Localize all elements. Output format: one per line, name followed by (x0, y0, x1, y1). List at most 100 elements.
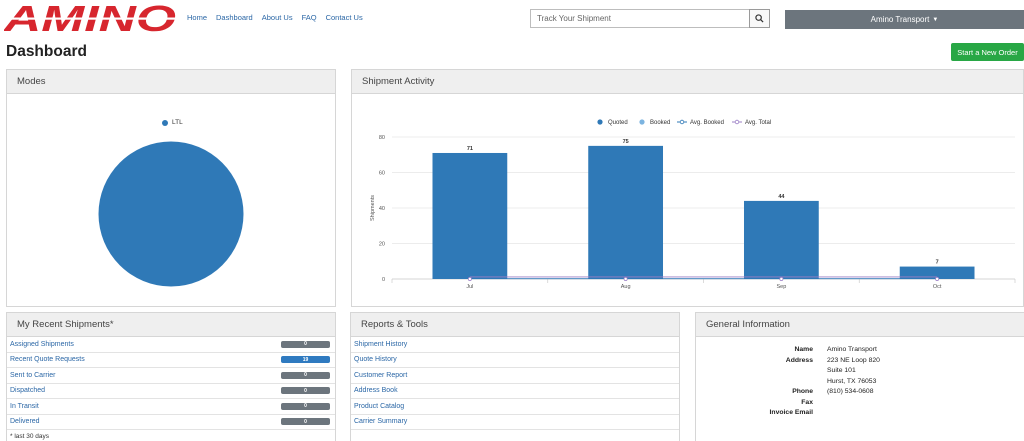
reports-row: Product Catalog (351, 399, 679, 415)
general-info-panel: General Information Name Amino Transport… (695, 312, 1024, 441)
data-label: 44 (778, 194, 785, 200)
shipment-activity-panel: Shipment Activity Quoted Booked Avg. Booke… (351, 69, 1024, 307)
general-info-details: Name Amino Transport Address 223 NE Loop… (696, 345, 1024, 419)
recent-shipments-row: Dispatched 0 (7, 384, 335, 399)
x-tick-label: Sep (776, 284, 786, 290)
y-tick-label: 20 (379, 242, 385, 248)
name-value: Amino Transport (827, 346, 877, 353)
phone-label: Phone (792, 388, 813, 395)
recent-shipments-link[interactable]: Dispatched (10, 387, 46, 395)
report-link[interactable]: Shipment History (354, 340, 408, 348)
avg-point[interactable] (779, 277, 784, 281)
legend-label-2[interactable]: Avg. Booked (690, 120, 724, 126)
report-link[interactable]: Address Book (354, 387, 398, 395)
y-tick-label: 80 (379, 135, 385, 141)
y-axis-label: Shipments (370, 195, 376, 221)
modes-legend-label: LTL (172, 119, 183, 126)
count-badge: 0 (281, 340, 330, 348)
recent-shipments-row: Recent Quote Requests 19 (7, 353, 335, 368)
report-link[interactable]: Quote History (354, 356, 397, 364)
search-icon (755, 14, 764, 23)
count-badge: 0 (281, 371, 330, 379)
phone-value: (810) 534-0608 (827, 388, 874, 395)
modes-panel: Modes LTL (6, 69, 336, 307)
avg-point[interactable] (467, 277, 472, 281)
shipment-activity-title: Shipment Activity (352, 70, 1023, 94)
modes-pie-chart (98, 141, 244, 287)
legend-label-3[interactable]: Avg. Total (745, 120, 771, 126)
legend-marker-2 (679, 119, 685, 125)
legend-label-0[interactable]: Quoted (608, 120, 628, 126)
general-info-title: General Information (696, 313, 1024, 337)
amino-logo[interactable]: AMINO (4, 4, 178, 34)
recent-shipments-row: Assigned Shipments 0 (7, 337, 335, 353)
report-link[interactable]: Product Catalog (354, 402, 405, 410)
reports-tools-panel: Reports & Tools Shipment History Quote Hi… (350, 312, 680, 441)
recent-shipments-link[interactable]: Delivered (10, 418, 40, 426)
bar-quoted-aug[interactable] (588, 145, 664, 279)
account-dropdown[interactable]: Amino Transport ▼ (785, 10, 1024, 29)
shipment-activity-chart: Quoted Booked Avg. Booked Avg. Total 0 20 40 60… (370, 119, 1016, 290)
bar-quoted-oct[interactable] (899, 266, 975, 279)
y-tick-label: 40 (379, 206, 385, 212)
recent-shipments-link[interactable]: In Transit (10, 402, 39, 410)
nav-dashboard[interactable]: Dashboard (216, 13, 253, 22)
nav-home[interactable]: Home (187, 13, 208, 22)
page-title: Dashboard (6, 43, 87, 60)
x-tick-label: Jul (466, 284, 473, 290)
legend-swatch (162, 119, 168, 126)
nav-faq[interactable]: FAQ (301, 13, 317, 22)
count-badge: 0 (281, 387, 330, 395)
avg-point[interactable] (935, 277, 940, 281)
reports-row: Carrier Summary (351, 415, 679, 430)
count-badge: 19 (281, 356, 330, 364)
recent-shipments-link[interactable]: Recent Quote Requests (10, 356, 85, 364)
avg-point[interactable] (623, 277, 628, 281)
legend-marker-3 (734, 119, 740, 125)
recent-shipments-title: My Recent Shipments* (7, 313, 335, 337)
legend-marker-0 (597, 119, 603, 125)
y-tick-label: 60 (379, 171, 385, 177)
legend-label-1[interactable]: Booked (650, 120, 670, 126)
y-tick-label: 0 (382, 277, 385, 283)
modes-legend-item[interactable]: LTL (162, 119, 183, 126)
report-link[interactable]: Carrier Summary (354, 418, 408, 426)
bar-quoted-sep[interactable] (743, 200, 819, 279)
reports-row: Quote History (351, 353, 679, 368)
address-line-2: Suite 101 (827, 367, 856, 374)
reports-row: Address Book (351, 384, 679, 399)
invoice-email-value (827, 408, 1024, 419)
recent-shipments-panel: My Recent Shipments* Assigned Shipments 0… (6, 312, 336, 441)
recent-shipments-list: Assigned Shipments 0 Recent Quote Requests… (7, 337, 335, 430)
count-badge: 0 (281, 402, 330, 410)
address-line-3: Hurst, TX 76053 (827, 377, 877, 385)
nav-about-us[interactable]: About Us (261, 13, 293, 22)
name-label: Name (794, 346, 813, 353)
search-button[interactable] (749, 9, 770, 28)
data-label: 75 (623, 139, 629, 145)
reports-tools-list: Shipment History Quote History Customer Re… (351, 337, 679, 430)
recent-shipments-row: Sent to Carrier 0 (7, 368, 335, 384)
reports-row: Customer Report (351, 368, 679, 384)
bar-quoted-jul[interactable] (432, 152, 508, 279)
invoice-email-label: Invoice Email (769, 409, 813, 416)
address-label: Address (785, 356, 813, 364)
pie-slice-ltl[interactable] (98, 141, 244, 287)
reports-row: Shipment History (351, 337, 679, 353)
recent-shipments-link[interactable]: Sent to Carrier (10, 371, 56, 379)
track-shipment-input[interactable] (530, 9, 749, 28)
nav-contact-us[interactable]: Contact Us (325, 13, 363, 22)
main-nav: Home Dashboard About Us FAQ Contact Us (187, 13, 363, 22)
caret-down-icon: ▼ (932, 16, 939, 23)
recent-shipments-link[interactable]: Assigned Shipments (10, 340, 74, 348)
report-link[interactable]: Customer Report (354, 371, 408, 379)
modes-panel-title: Modes (7, 70, 335, 94)
start-new-order-button[interactable]: Start a New Order (951, 43, 1024, 61)
address-line-1: 223 NE Loop 820 (827, 356, 880, 364)
fax-label: Fax (801, 398, 813, 406)
account-label: Amino Transport (870, 15, 930, 24)
reports-tools-title: Reports & Tools (351, 313, 679, 337)
track-shipment-search (530, 9, 770, 28)
x-tick-label: Oct (933, 284, 942, 290)
data-label: 7 (936, 260, 939, 266)
